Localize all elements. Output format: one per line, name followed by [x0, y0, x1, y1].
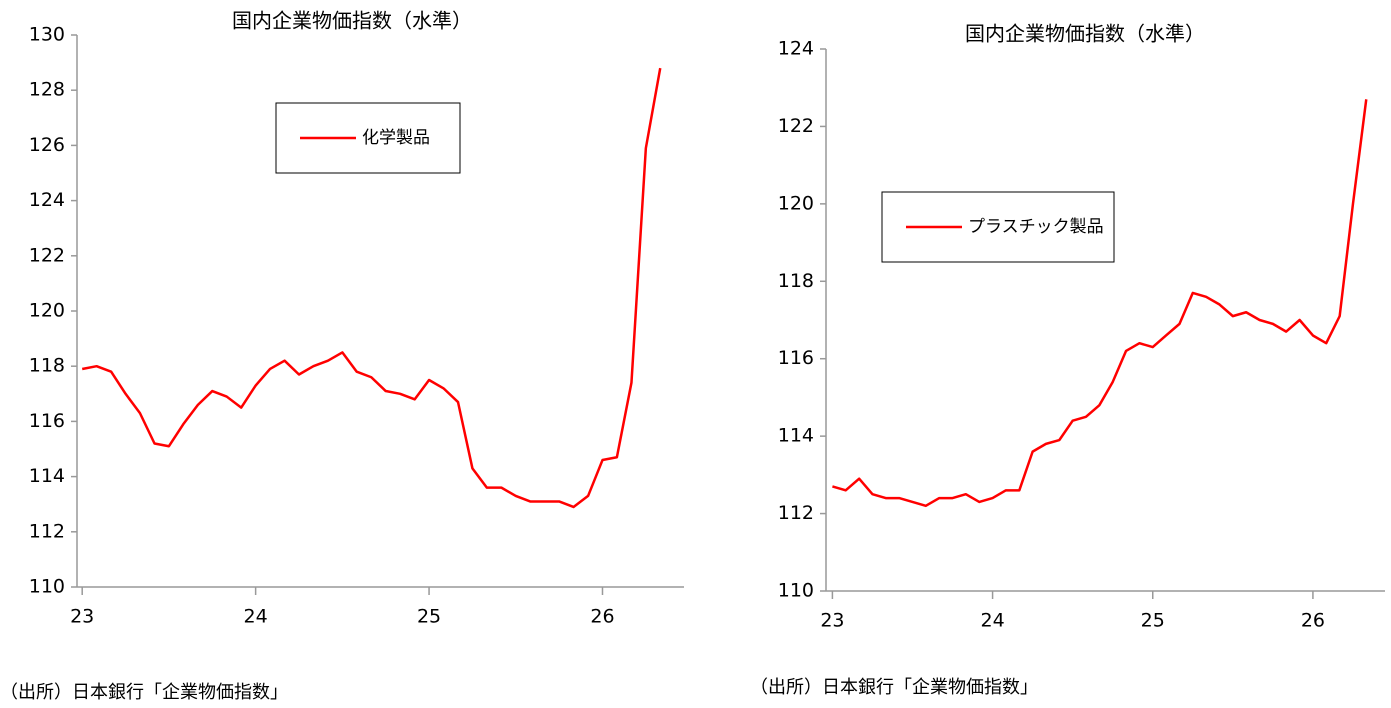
y-tick-label: 116	[778, 347, 814, 369]
y-tick-label: 114	[778, 425, 814, 447]
legend-box	[275, 102, 461, 174]
y-tick-label: 130	[29, 24, 65, 46]
legend-label: 化学製品	[362, 128, 430, 148]
source-note: （出所）日本銀行「企業物価指数」	[0, 682, 288, 703]
y-tick-label: 116	[29, 410, 65, 432]
y-tick-label: 120	[29, 300, 65, 322]
chart-title: 国内企業物価指数（水準）	[232, 9, 472, 33]
y-tick-label: 118	[778, 270, 814, 292]
y-tick-label: 112	[29, 520, 65, 542]
source-note: （出所）日本銀行「企業物価指数」	[750, 677, 1038, 698]
y-tick-label: 110	[778, 580, 814, 602]
x-tick-label: 23	[70, 606, 94, 628]
y-tick-label: 114	[29, 465, 65, 487]
y-tick-label: 126	[29, 134, 65, 156]
x-tick-label: 26	[590, 606, 614, 628]
y-tick-label: 128	[29, 79, 65, 101]
legend-label: プラスチック製品	[968, 217, 1104, 237]
y-tick-label: 124	[778, 38, 814, 60]
y-tick-label: 118	[29, 355, 65, 377]
y-tick-label: 124	[29, 189, 65, 211]
y-tick-label: 122	[29, 244, 65, 266]
line-series	[81, 67, 662, 509]
y-tick-label: 112	[778, 502, 814, 524]
x-tick-label: 23	[820, 610, 844, 632]
x-tick-label: 24	[980, 610, 1004, 632]
x-tick-label: 25	[417, 606, 441, 628]
line-series	[832, 99, 1368, 508]
x-tick-label: 24	[244, 606, 268, 628]
x-tick-label: 26	[1301, 610, 1325, 632]
chart-title: 国内企業物価指数（水準）	[965, 22, 1205, 46]
y-tick-label: 120	[778, 192, 814, 214]
y-tick-label: 122	[778, 115, 814, 137]
x-tick-label: 25	[1141, 610, 1165, 632]
y-tick-label: 110	[29, 576, 65, 598]
